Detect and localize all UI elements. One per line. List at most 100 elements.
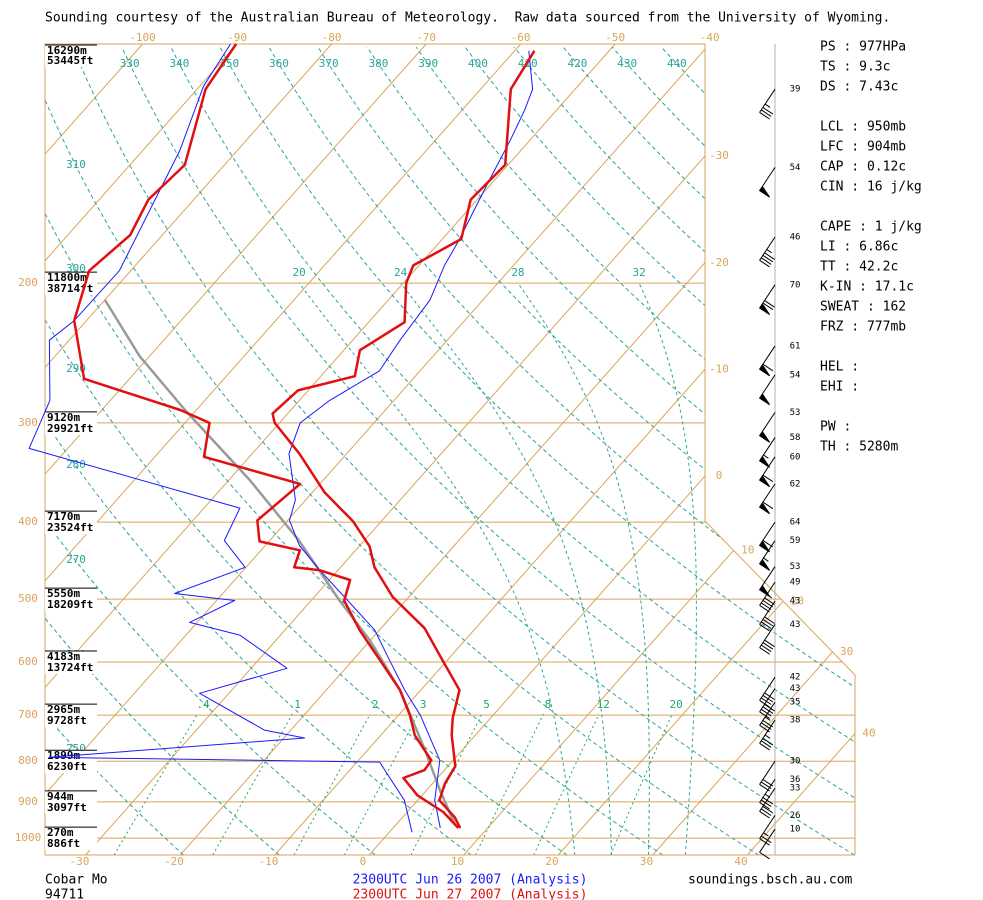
wind-barb: [759, 787, 776, 819]
height-m: 7170m: [47, 510, 80, 523]
wind-speed-label: 38: [790, 716, 801, 726]
mixing-ratio-line: [610, 713, 673, 855]
isotherm: [557, 44, 855, 855]
stats: PS : 977HPa TS : 9.3c DS : 7.43c LCL : 950m…: [820, 40, 922, 455]
dry-adiabat-label: 280: [66, 458, 86, 471]
wind-speed-label: 64: [790, 518, 801, 528]
wind-speed-label: 33: [790, 784, 801, 794]
stat-line: TT : 42.2c: [820, 260, 898, 275]
isotherm: [45, 44, 427, 855]
moist-adiabat: [298, 282, 576, 855]
dry-adiabat-label: 380: [369, 57, 389, 70]
isotherm: [45, 44, 332, 855]
stat-line: TH : 5280m: [820, 440, 898, 455]
y-tick-label: 700: [18, 708, 38, 721]
mixing-ratio-line: [343, 713, 419, 855]
stat-line: LI : 6.86c: [820, 240, 898, 255]
dewpoint-profile: [72, 43, 460, 829]
height-box: [45, 750, 97, 774]
dry-adiabat-label: 420: [567, 57, 587, 70]
mixing-ratio-label: 5: [483, 698, 490, 711]
height-box: [45, 650, 97, 674]
station-id: 94711: [45, 888, 84, 900]
right-tick-label: 20: [791, 595, 804, 608]
wind-speed-label: 59: [790, 536, 801, 546]
x-tick-label: 0: [360, 855, 367, 868]
right-tick-label: -20: [709, 256, 729, 269]
wind-speed-label: 54: [790, 370, 801, 380]
y-tick-label: 1000: [15, 831, 42, 844]
stat-line: PW :: [820, 420, 851, 435]
wind-barb: [759, 688, 776, 719]
mixing-ratio-label: 8: [545, 698, 552, 711]
height-m: 4183m: [47, 650, 80, 663]
right-tick-label: 10: [741, 544, 754, 557]
mixing-ratio-label: 20: [670, 698, 683, 711]
dewpoint-profile: [28, 43, 413, 833]
wind-barb: [758, 483, 776, 515]
mixing-ratio-label: 1: [294, 698, 301, 711]
wind-barb: [758, 284, 776, 316]
isotherm: [652, 44, 855, 855]
wind-speed-label: 53: [790, 562, 801, 572]
wind-speed-label: 58: [790, 433, 801, 443]
frame: [44, 43, 856, 856]
mixing-ratio-line: [113, 713, 199, 855]
wind-speed-label: 70: [790, 280, 801, 290]
wind-barb: [758, 412, 776, 443]
temperature-profile: [271, 50, 536, 829]
mixing-ratio-line: [212, 713, 293, 855]
y-tick-label: 300: [18, 416, 38, 429]
wind-barb: [759, 236, 776, 268]
wind-barb: [759, 600, 776, 632]
dry-adiabat-label: 310: [66, 158, 86, 171]
stat-line: CAP : 0.12c: [820, 160, 906, 175]
right-tick-label: 0: [716, 469, 723, 482]
stat-line: SWEAT : 162: [820, 300, 906, 315]
wind-barb: [759, 624, 776, 655]
top-tick-label: -90: [227, 31, 247, 44]
height-box: [45, 704, 97, 728]
isotherm: [45, 44, 238, 855]
height-m: 5550m: [47, 587, 80, 600]
wind-barbs: 3954467061545358606264595349434342433538…: [758, 85, 801, 860]
dry-adiabat: [219, 46, 855, 855]
wind-speed-label: 35: [790, 698, 801, 708]
stat-line: LFC : 904mb: [820, 140, 906, 155]
height-m: 944m: [47, 790, 74, 803]
dry-adiabat: [45, 46, 472, 855]
dry-adiabat-label: 370: [319, 57, 339, 70]
legend-entry: 2300UTC Jun 27 2007 (Analysis): [353, 888, 588, 900]
moist-adiabat-label: 20: [293, 266, 306, 279]
wind-speed-label: 60: [790, 452, 801, 462]
height-ft: 13724ft: [47, 661, 93, 674]
isotherm: [45, 44, 616, 855]
wind-barb: [758, 540, 776, 571]
wind-barb: [759, 760, 776, 792]
top-tick-label: -60: [511, 31, 531, 44]
wind-speed-label: 42: [790, 673, 801, 683]
wind-barb: [758, 167, 776, 198]
dry-adiabat: [121, 46, 855, 855]
height-m: 11800m: [47, 271, 87, 284]
y-tick-label: 900: [18, 795, 38, 808]
dry-adiabat-label: 340: [170, 57, 190, 70]
stat-line: DS : 7.43c: [820, 80, 898, 95]
source: soundings.bsch.au.com: [688, 873, 853, 888]
right-tick-label: -30: [709, 149, 729, 162]
wind-barb: [759, 828, 776, 860]
isotherm: [274, 44, 855, 855]
dry-adiabat: [45, 46, 568, 855]
dry-adiabat: [45, 46, 376, 855]
wind-speed-label: 43: [790, 684, 801, 694]
x-tick-label: 10: [451, 855, 464, 868]
station: Cobar Mo: [45, 873, 108, 888]
stat-line: TS : 9.3c: [820, 60, 890, 75]
wind-barb: [758, 437, 776, 468]
height-ft: 9728ft: [47, 714, 87, 727]
wind-speed-label: 26: [790, 811, 801, 821]
wind-barb: [759, 719, 776, 751]
height-box: [45, 790, 97, 814]
